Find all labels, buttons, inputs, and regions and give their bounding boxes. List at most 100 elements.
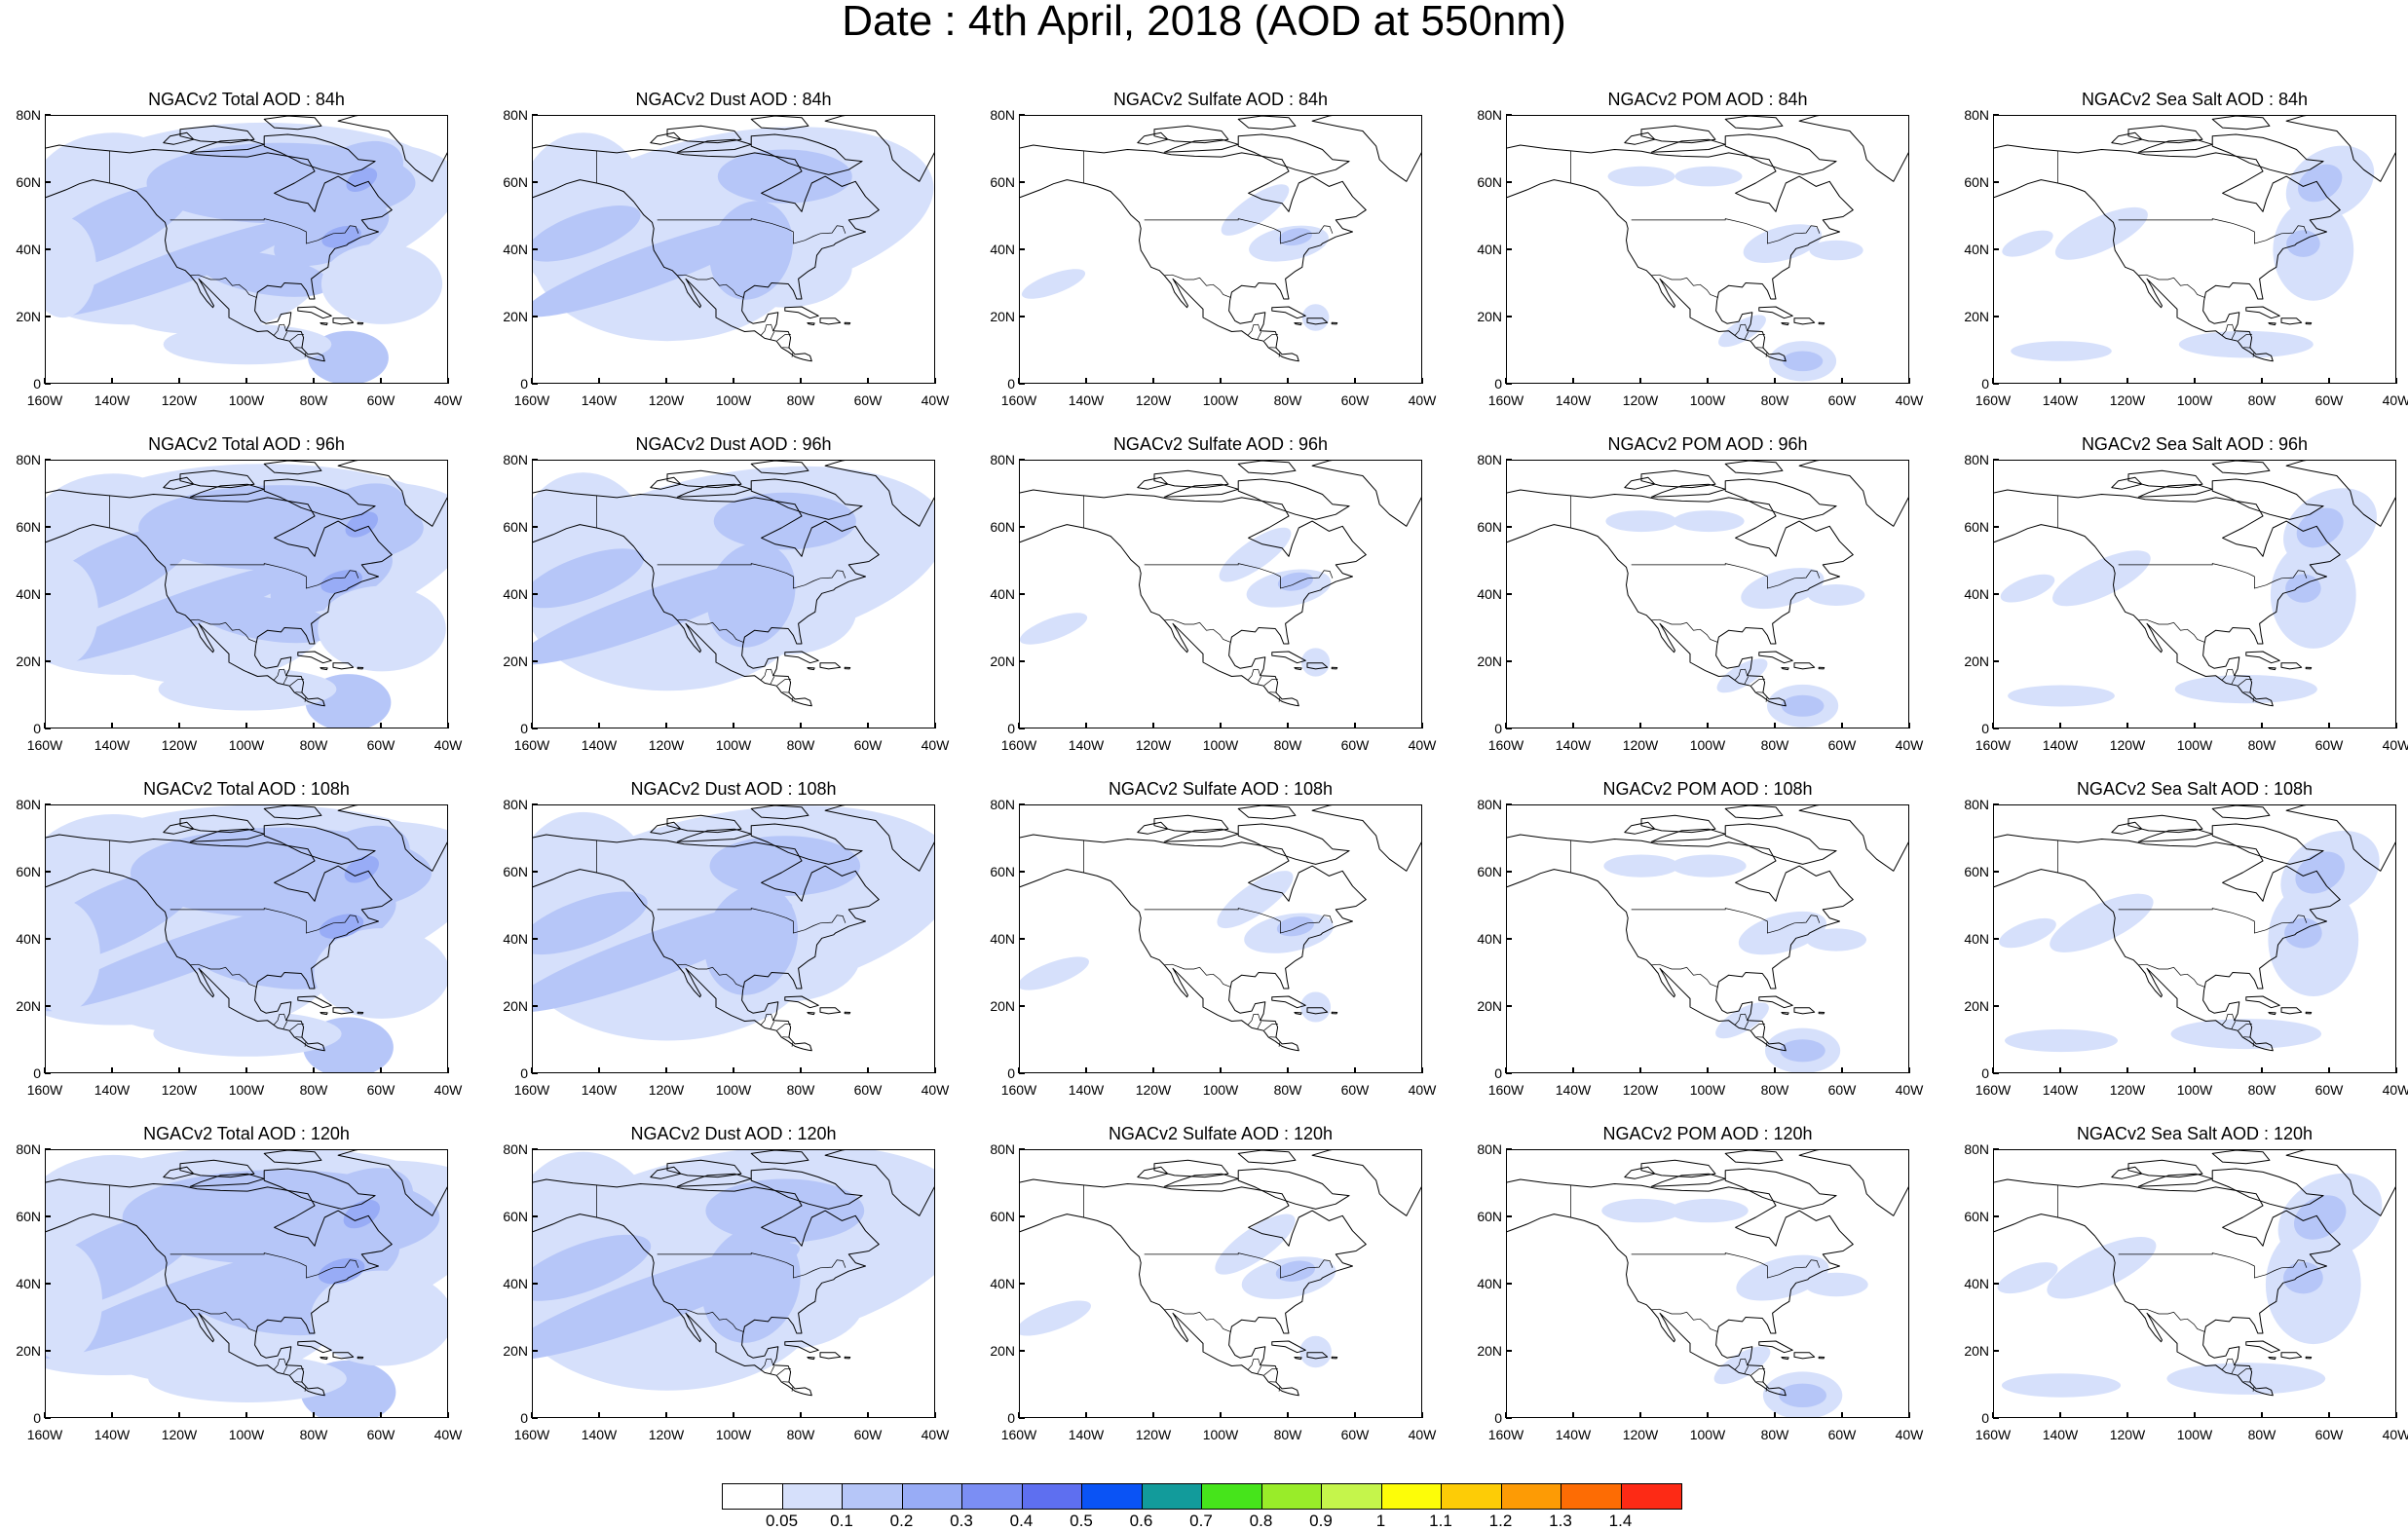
country-border	[282, 1021, 288, 1029]
lon-tick-mark	[178, 723, 180, 728]
lon-tick-mark	[1639, 378, 1641, 384]
coastline-island	[1237, 116, 1297, 131]
lon-tick-mark	[1085, 1412, 1087, 1418]
lon-tick-label: 120W	[1622, 737, 1659, 753]
lon-tick-mark	[531, 1067, 533, 1073]
map-plot-area	[532, 1149, 935, 1418]
lon-tick-label: 100W	[2176, 1082, 2213, 1098]
panel-title: NGACv2 Sea Salt AOD : 84h	[2081, 90, 2309, 109]
aod-plume	[1804, 1272, 1868, 1297]
colorbar-swatch	[962, 1484, 1023, 1509]
country-border	[304, 1386, 307, 1392]
lat-tick-mark	[1506, 1283, 1512, 1285]
lon-tick-mark	[111, 1067, 113, 1073]
map-panel-seasalt-96h: NGACv2 Sea Salt AOD : 96h 0 20N 40N 60N 80N 16…	[1948, 434, 2408, 779]
coastline-greenland	[824, 461, 934, 527]
aod-plume	[2050, 893, 2154, 952]
lon-tick-label: 160W	[1487, 1427, 1524, 1442]
lon-tick-label: 160W	[26, 737, 63, 753]
coastline-greenland	[1798, 116, 1908, 182]
aod-plume	[1806, 928, 1866, 952]
lon-tick-label: 140W	[581, 1427, 618, 1442]
coastline-island	[1818, 321, 1825, 325]
colorbar-label: 0.3	[950, 1512, 973, 1530]
aod-plume	[705, 1178, 865, 1243]
coastline-island	[1640, 469, 1716, 489]
aod-plume	[2170, 1019, 2322, 1050]
colorbar-swatch	[1561, 1484, 1622, 1509]
country-border	[1164, 618, 1231, 643]
aod-plume	[130, 827, 433, 918]
aod-plume	[1301, 648, 1331, 677]
panel-title: NGACv2 Sea Salt AOD : 96h	[2081, 434, 2309, 454]
country-border	[776, 333, 792, 342]
coastline-island	[1650, 483, 1726, 498]
country-border	[1631, 563, 1821, 589]
aod-plume	[701, 1226, 801, 1343]
coastline-island	[1818, 666, 1825, 670]
coastline-island	[179, 1159, 255, 1178]
lon-tick-label: 80W	[2247, 737, 2276, 753]
country-border	[1734, 323, 1749, 336]
lon-tick-mark	[2261, 1412, 2263, 1418]
coastline-island	[2211, 823, 2324, 865]
coastline-island	[163, 821, 195, 835]
coastline	[1994, 144, 2341, 362]
country-border	[2118, 563, 2308, 589]
aod-plume	[1021, 269, 1086, 299]
lat-tick-label: 60N	[990, 864, 1015, 879]
lon-tick-mark	[867, 723, 869, 728]
lon-tick-mark	[111, 1412, 113, 1418]
lon-tick-label: 100W	[1202, 1082, 1239, 1098]
lon-tick-mark	[1018, 1067, 1020, 1073]
coastline-island	[1153, 125, 1229, 144]
country-border	[1263, 1367, 1279, 1376]
lat-tick-mark	[1506, 114, 1512, 116]
aod-plume	[46, 1242, 102, 1362]
lon-tick-label: 80W	[299, 392, 328, 408]
coastline-island	[1271, 306, 1306, 319]
country-border	[1278, 1041, 1281, 1047]
lon-tick-mark	[1992, 723, 1994, 728]
aod-map	[1020, 805, 1421, 1052]
lon-tick-mark	[2261, 723, 2263, 728]
aod-plume	[2295, 851, 2345, 894]
lon-tick-mark	[1152, 1067, 1154, 1073]
lon-tick-label: 140W	[581, 737, 618, 753]
coastline-island	[1331, 1011, 1338, 1015]
lon-tick-mark	[245, 1412, 247, 1418]
map-panel-pom-108h: NGACv2 POM AOD : 108h 0 20N 40N 60N 80N 160W 14…	[1461, 779, 1948, 1124]
colorbar-label: 0.9	[1309, 1512, 1333, 1530]
aod-plume	[2283, 1261, 2323, 1294]
aod-plume	[533, 205, 641, 262]
aod-plume	[54, 218, 307, 317]
lon-tick-label: 100W	[1689, 1427, 1726, 1442]
coastline-island	[666, 1159, 742, 1178]
map-panel-sulfate-84h: NGACv2 Sulfate AOD : 84h 0 20N 40N 60N 80N 160…	[974, 90, 1461, 434]
lon-tick-label: 160W	[1000, 737, 1037, 753]
coastline-island	[2211, 116, 2271, 131]
country-border	[1651, 618, 1718, 643]
lon-tick-label: 40W	[1408, 392, 1437, 408]
coastline-island	[1237, 133, 1350, 175]
lon-tick-label: 80W	[2247, 1427, 2276, 1442]
lon-tick-mark	[44, 1067, 46, 1073]
lat-tick-label: 60N	[1477, 1209, 1502, 1224]
lon-tick-label: 140W	[94, 1427, 131, 1442]
coastline-island	[297, 306, 332, 319]
lat-tick-mark	[532, 383, 538, 385]
lon-tick-label: 40W	[2382, 737, 2408, 753]
aod-plume	[2054, 206, 2148, 260]
map-plot-area	[1506, 460, 1909, 728]
coastline-island	[807, 667, 815, 671]
coastline-island	[1294, 667, 1302, 671]
lon-tick-mark	[800, 1412, 802, 1418]
country-border	[677, 963, 744, 988]
lat-tick-mark	[1019, 1148, 1025, 1150]
lon-tick-mark	[2328, 1412, 2330, 1418]
coastline-island	[2280, 1007, 2303, 1015]
coastline-island	[2305, 1356, 2313, 1360]
coastline-island	[189, 483, 265, 498]
colorbar-label: 0.2	[889, 1512, 914, 1530]
panel-title: NGACv2 POM AOD : 84h	[1607, 90, 1808, 109]
